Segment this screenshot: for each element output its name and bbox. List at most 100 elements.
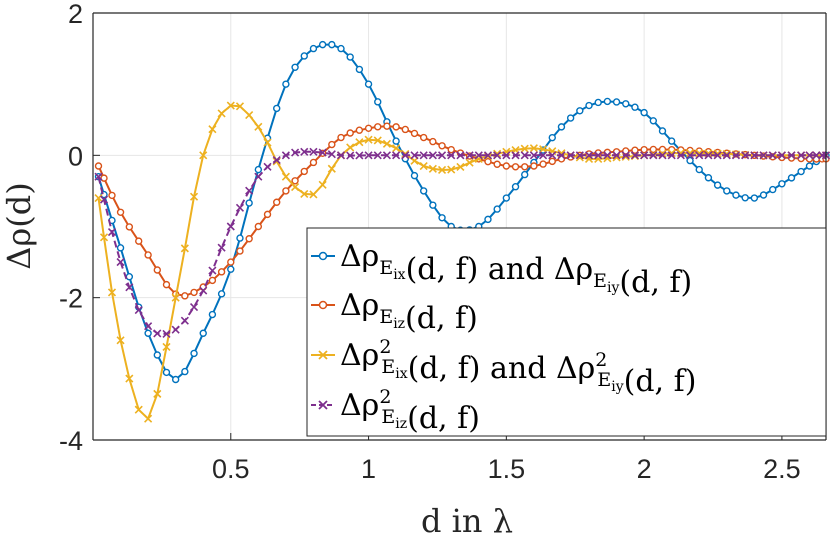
data-point [162,280,171,289]
data-point [309,44,318,53]
data-point [94,172,103,181]
data-point [685,151,695,160]
data-point [539,145,548,154]
x-tick-label: 2 [637,454,652,484]
data-point [125,223,134,231]
data-point [181,367,189,376]
legend-box [306,227,827,437]
data-point [180,244,189,253]
data-point [676,151,685,160]
data-point [777,151,786,160]
data-point [557,123,566,131]
data-point [686,156,694,165]
data-point [410,171,419,180]
data-point [401,125,410,134]
data-point [318,180,327,189]
data-point [125,283,134,292]
data-point [419,133,428,142]
data-point [364,135,373,144]
data-point [429,201,437,209]
data-point [465,151,474,160]
data-point [548,157,556,166]
data-point [484,157,492,166]
data-point [245,186,254,195]
data-point [530,162,538,170]
data-point [125,273,134,281]
data-point [630,151,640,160]
data-point [263,138,272,147]
x-tick-label: 1 [361,454,376,484]
data-point [374,98,382,106]
data-point [300,167,308,176]
data-point [217,268,226,276]
data-point [640,151,649,160]
data-point [584,151,594,160]
data-point [217,243,226,252]
data-point [521,163,529,171]
data-point [649,151,658,160]
legend-marker [318,300,328,310]
data-point [622,147,630,155]
data-point [281,172,290,181]
data-point [153,266,161,274]
data-point [585,101,593,110]
data-point [291,183,300,192]
data-point [245,235,253,243]
data-point [364,151,373,160]
data-point [493,160,501,168]
data-point [493,151,502,160]
data-point [373,151,382,160]
data-point [805,151,814,160]
data-point [235,203,245,212]
data-point [346,53,354,61]
data-point [704,174,713,182]
data-point [171,325,180,334]
data-point [144,322,153,331]
data-point [263,162,272,171]
series-line [97,104,826,421]
data-point [291,63,299,71]
data-point [273,198,281,206]
data-point [107,227,117,237]
data-point [667,151,676,160]
data-point [245,110,254,120]
data-point [401,149,410,159]
data-point [254,172,263,181]
data-point [189,192,199,201]
x-tick-label: 0.5 [212,454,250,484]
data-point [576,107,584,115]
legend-label: Δρ2 Eiz(d, f) [340,386,480,436]
data-point [337,44,345,53]
data-point [612,98,621,106]
data-point [456,162,465,171]
data-point [355,151,364,160]
data-point [603,151,612,160]
data-point [181,292,189,300]
data-point [723,187,731,195]
data-point [346,129,354,137]
data-point [309,190,318,199]
data-point [539,151,548,160]
data-point [429,137,437,146]
data-point [713,181,722,189]
data-point [263,210,272,219]
data-point [364,124,373,132]
data-point [134,405,143,414]
y-tick-label: 2 [68,0,83,29]
legend-marker [318,251,328,261]
data-point [594,151,603,160]
data-point [548,151,557,160]
data-point [438,142,446,150]
x-axis-label: d in λ [421,502,513,539]
data-point [318,148,327,157]
legend-marker [318,400,328,410]
data-point [199,329,207,337]
data-point [208,310,217,319]
data-point [658,151,667,160]
series-4 [94,147,830,338]
data-point [337,133,345,142]
data-point [327,150,336,159]
data-point [162,342,171,352]
data-point [667,137,676,145]
data-point [208,266,217,275]
